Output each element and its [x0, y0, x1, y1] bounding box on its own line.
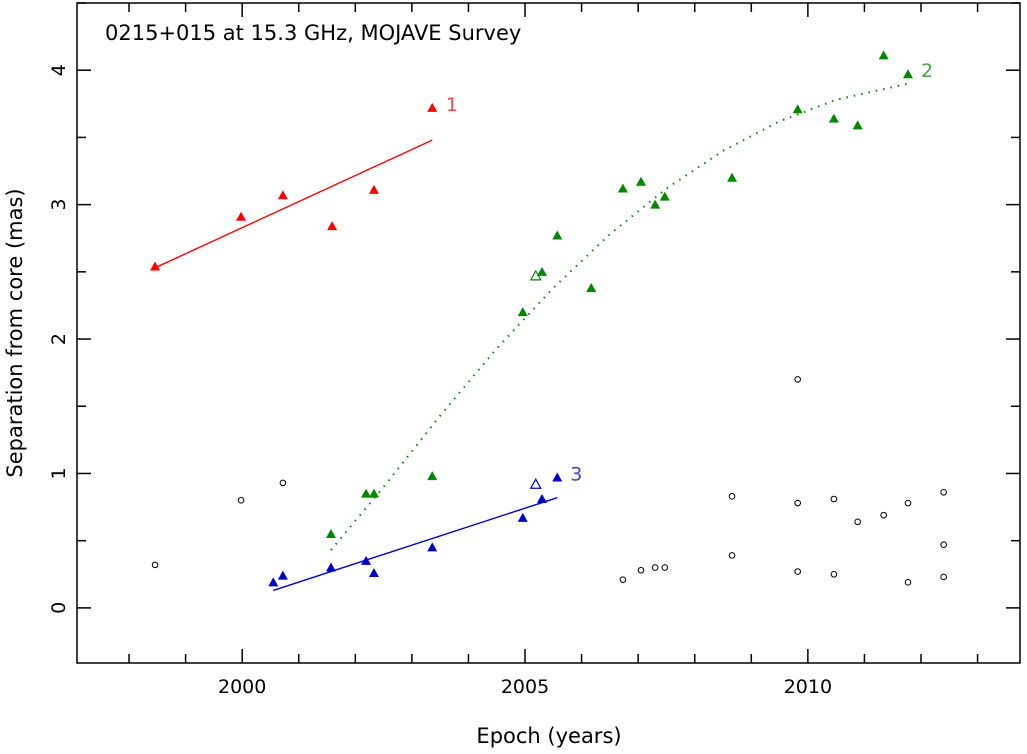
data-point-circle [830, 495, 838, 503]
component-label-3: 3 [570, 463, 582, 485]
data-point-circle [279, 479, 287, 487]
data-point-circle [651, 564, 659, 571]
data-point-component-2 [368, 488, 379, 498]
data-point-component-3 [361, 555, 372, 565]
component-label-2: 2 [921, 60, 933, 82]
data-points [150, 50, 947, 587]
data-point-component-3 [277, 570, 288, 580]
data-point-circle [940, 541, 947, 549]
data-point-circle [904, 499, 912, 507]
data-point-component-1 [277, 190, 288, 200]
data-point-component-2 [552, 230, 563, 240]
y-tick-label: 4 [48, 64, 70, 76]
fit-line-1 [154, 139, 433, 269]
data-point-component-2 [727, 172, 738, 182]
data-point-circle [830, 570, 838, 578]
data-point-component-3 [536, 494, 547, 504]
open-point-component-2 [529, 269, 542, 281]
data-point-component-3 [325, 562, 336, 572]
data-point-component-2 [427, 471, 438, 481]
data-point-component-2 [792, 104, 803, 114]
data-point-component-2 [586, 282, 597, 292]
data-point-component-2 [852, 120, 863, 130]
data-point-component-2 [361, 488, 372, 498]
fit-line-2 [330, 82, 909, 551]
data-point-component-1 [150, 261, 161, 271]
axis-ticks [77, 2, 1020, 663]
data-point-circle [904, 579, 912, 586]
data-point-component-3 [427, 542, 438, 552]
data-point-component-3 [368, 567, 379, 577]
data-point-component-2 [902, 69, 913, 79]
data-point-circle [854, 518, 861, 526]
y-tick-label: 3 [48, 199, 70, 211]
y-axis-label: Separation from core (mas) [3, 188, 27, 477]
data-point-component-1 [327, 221, 338, 231]
data-point-component-3 [268, 577, 279, 587]
y-tick-label: 2 [48, 333, 70, 345]
data-point-component-2 [828, 113, 839, 123]
plot-frame [76, 2, 1021, 664]
data-point-circle [661, 564, 669, 571]
data-point-circle [237, 497, 245, 504]
data-point-component-2 [659, 191, 670, 201]
fit-lines [154, 82, 909, 592]
data-point-component-2 [617, 183, 628, 193]
fit-line-3 [273, 496, 558, 592]
data-point-circle [794, 568, 801, 575]
chart-title: 0215+015 at 15.3 GHz, MOJAVE Survey [105, 21, 521, 45]
data-point-component-2 [635, 176, 646, 186]
x-tick-label: 2010 [784, 676, 832, 698]
x-axis-label: Epoch (years) [476, 724, 621, 748]
data-point-circle [794, 376, 801, 383]
data-point-circle [728, 552, 736, 559]
data-point-circle [151, 561, 159, 569]
data-point-circle [880, 511, 887, 519]
data-point-component-3 [552, 472, 563, 482]
data-point-component-2 [536, 266, 547, 276]
data-point-component-1 [368, 184, 379, 194]
data-point-component-2 [325, 528, 336, 538]
data-point-circle [940, 488, 947, 496]
data-point-component-1 [427, 102, 438, 112]
data-point-circle [794, 499, 801, 507]
x-tick-label: 2005 [501, 676, 549, 698]
data-point-circle [637, 566, 645, 574]
tick-labels: 2000 2005 2010 0 1 2 3 4 1 2 3 [48, 60, 933, 698]
x-tick-label: 2000 [218, 676, 266, 698]
data-point-circle [940, 573, 947, 581]
data-point-circle [728, 493, 736, 500]
data-point-component-1 [236, 211, 247, 221]
y-tick-label: 0 [48, 602, 70, 614]
data-point-component-3 [517, 512, 528, 522]
data-point-circle [619, 576, 627, 583]
data-point-component-2 [878, 50, 889, 60]
data-point-component-2 [650, 199, 661, 209]
component-label-1: 1 [446, 94, 458, 116]
y-tick-label: 1 [48, 467, 70, 479]
data-point-component-2 [517, 307, 528, 317]
open-point-component-3 [529, 477, 542, 489]
